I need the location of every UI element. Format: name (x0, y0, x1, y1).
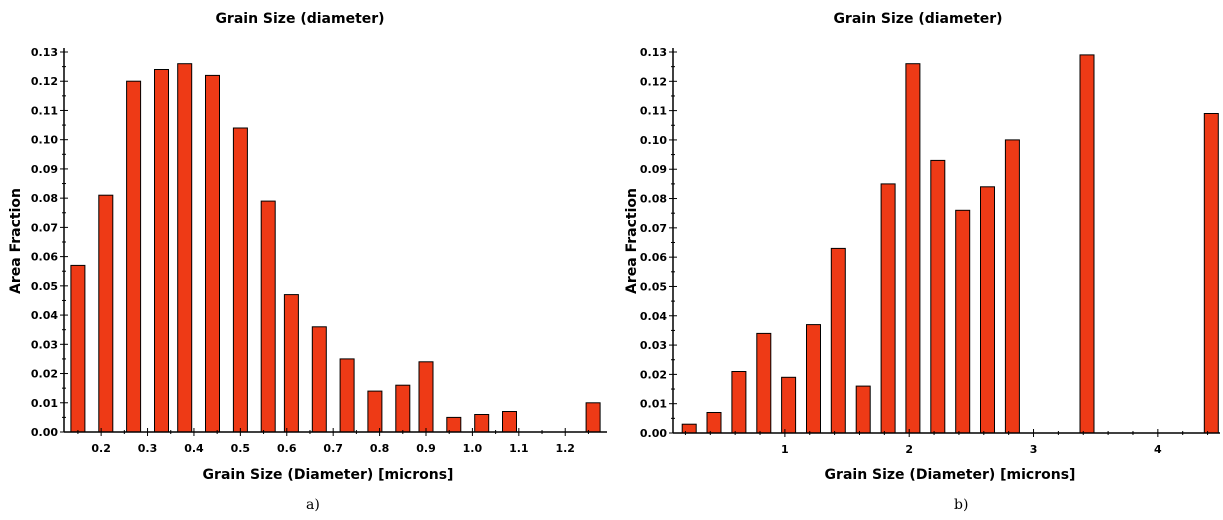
x-tick-label: 0.6 (277, 442, 297, 455)
x-tick-label: 1.0 (463, 442, 483, 455)
bar (232, 127, 248, 433)
y-tick-label: 0.10 (31, 134, 58, 147)
bar (260, 200, 276, 433)
chart-panel-a: Grain Size (diameter) Area Fraction Grai… (0, 0, 612, 500)
y-axis-label: Area Fraction (624, 188, 640, 294)
y-tick-label: 0.11 (640, 105, 667, 118)
y-tick-label: 0.11 (31, 104, 58, 117)
bar (1079, 54, 1095, 434)
x-tick-label: 0.3 (138, 442, 158, 455)
bar (880, 183, 896, 434)
bar (474, 414, 490, 433)
bar (585, 402, 601, 433)
y-tick-label: 0.03 (640, 339, 667, 352)
bar (126, 80, 142, 433)
y-tick-label: 0.00 (31, 426, 58, 439)
y-tick-label: 0.12 (31, 75, 58, 88)
y-tick-label: 0.02 (31, 368, 58, 381)
x-tick-label: 0.5 (231, 442, 251, 455)
y-tick-label: 0.00 (640, 427, 667, 440)
x-tick-label: 1.2 (555, 442, 575, 455)
chart-b-svg: Grain Size (diameter) Area Fraction Grai… (624, 11, 1220, 483)
bar (98, 194, 114, 433)
x-tick-label: 0.8 (370, 442, 390, 455)
x-tick-label: 2 (905, 443, 913, 456)
y-tick-label: 0.07 (31, 221, 58, 234)
chart-a-svg: Grain Size (diameter) Area Fraction Grai… (8, 11, 607, 483)
y-tick-label: 0.06 (31, 251, 58, 264)
bar (830, 247, 846, 434)
bar (177, 63, 193, 433)
bar (955, 209, 971, 434)
caption-b: b) (954, 497, 969, 513)
y-tick-label: 0.10 (640, 134, 667, 147)
chart-title: Grain Size (diameter) (833, 11, 1002, 27)
y-tick-label: 0.09 (31, 163, 58, 176)
x-axis-label: Grain Size (Diameter) [microns] (825, 467, 1076, 483)
bar (311, 326, 327, 433)
bar (418, 361, 434, 433)
bar (905, 63, 921, 434)
bar-series (70, 63, 601, 433)
bar (756, 332, 772, 434)
y-tick-label: 0.05 (31, 280, 58, 293)
bar (731, 371, 747, 434)
bar (781, 376, 797, 434)
x-tick-label: 1 (781, 443, 789, 456)
chart-title: Grain Size (diameter) (215, 11, 384, 27)
bar-series (681, 54, 1219, 434)
y-tick-label: 0.08 (31, 192, 58, 205)
bar (154, 69, 169, 433)
y-tick-label: 0.09 (640, 163, 667, 176)
y-tick-label: 0.07 (640, 222, 667, 235)
y-tick-label: 0.03 (31, 338, 58, 351)
x-tick-label: 0.9 (416, 442, 436, 455)
bar (70, 264, 86, 433)
bar (395, 384, 411, 433)
bar (681, 423, 697, 434)
y-tick-label: 0.13 (31, 46, 58, 59)
x-tick-label: 0.4 (184, 442, 204, 455)
y-tick-label: 0.01 (31, 397, 58, 410)
bar (339, 358, 355, 433)
bar (980, 186, 995, 434)
bar (930, 159, 946, 434)
y-tick-label: 0.04 (640, 310, 667, 323)
bar (502, 411, 517, 433)
bar (806, 324, 821, 434)
bar (1004, 139, 1020, 434)
x-tick-label: 3 (1030, 443, 1038, 456)
x-axis-label: Grain Size (Diameter) [microns] (203, 467, 454, 483)
bar (855, 385, 871, 434)
y-tick-label: 0.05 (640, 280, 667, 293)
x-tick-label: 0.7 (323, 442, 343, 455)
y-tick-label: 0.06 (640, 251, 667, 264)
y-tick-label: 0.02 (640, 368, 667, 381)
y-axis-label: Area Fraction (8, 188, 24, 294)
y-tick-label: 0.08 (640, 193, 667, 206)
bar (205, 74, 220, 433)
bar (446, 416, 462, 433)
chart-panel-b: Grain Size (diameter) Area Fraction Grai… (612, 0, 1223, 500)
caption-a: a) (306, 497, 320, 513)
y-tick-label: 0.04 (31, 309, 58, 322)
bar (1203, 113, 1219, 434)
x-tick-label: 1.1 (509, 442, 529, 455)
y-tick-label: 0.13 (640, 46, 667, 59)
bar (367, 390, 383, 433)
x-tick-label: 4 (1154, 443, 1162, 456)
bar (283, 294, 299, 433)
y-tick-label: 0.12 (640, 75, 667, 88)
y-tick-label: 0.01 (640, 398, 667, 411)
x-tick-label: 0.2 (91, 442, 111, 455)
bar (706, 412, 722, 434)
